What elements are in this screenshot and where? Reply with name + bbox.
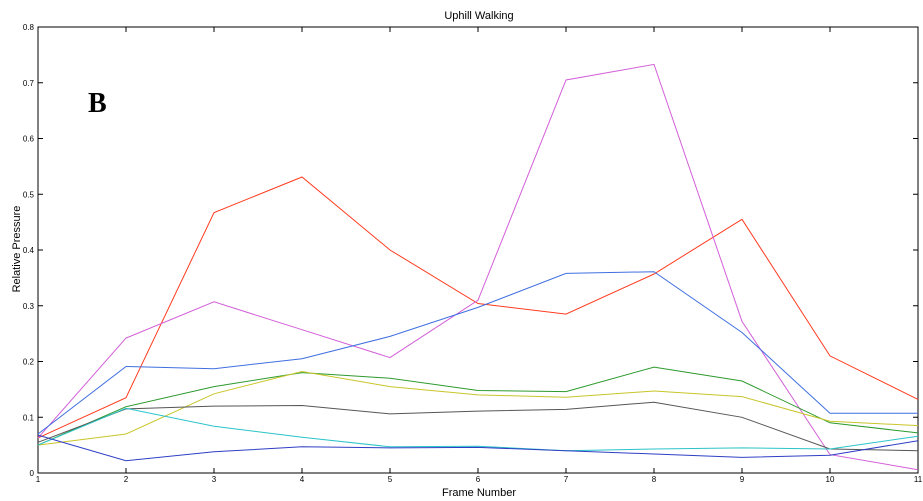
panel-label: B	[88, 88, 107, 119]
x-tick-label: 1	[36, 475, 41, 484]
plot-frame	[37, 26, 919, 474]
series-line-7	[37, 407, 919, 452]
series-line-6	[37, 401, 919, 452]
x-tick-label: 7	[564, 475, 569, 484]
y-tick-label: 0.7	[23, 79, 35, 88]
x-tick-label: 9	[740, 475, 745, 484]
x-tick-label: 8	[652, 475, 657, 484]
series-line-1	[37, 176, 919, 439]
y-tick-label: 0.6	[23, 135, 35, 144]
x-tick-label: 2	[124, 475, 129, 484]
series-line-4	[37, 366, 919, 446]
plot-area: 1 2 3 4 5 6 7 8 9 10 11 0 0.1 0.2 0.3 0.4 0.5 0.6 0.7 0.8	[23, 23, 923, 484]
x-tick-label: 6	[476, 475, 481, 484]
x-tick-label: 4	[300, 475, 305, 484]
x-tick-label: 3	[212, 475, 217, 484]
y-tick-label: 0.2	[23, 358, 35, 367]
chart-title: Uphill Walking	[444, 10, 513, 22]
x-tick-label: 11	[914, 475, 923, 484]
x-tick-label: 5	[388, 475, 393, 484]
series-line-8	[37, 434, 919, 462]
series-line-2	[37, 63, 919, 471]
y-axis-label: Relative Pressure	[11, 206, 23, 293]
y-tick-label: 0.4	[23, 246, 35, 255]
y-tick-label: 0.1	[23, 413, 35, 422]
y-tick-label: 0.8	[23, 23, 35, 32]
y-tick-label: 0.5	[23, 190, 35, 199]
x-tick-label: 10	[826, 475, 835, 484]
series-line-5	[37, 370, 919, 446]
x-axis-label: Frame Number	[442, 487, 516, 499]
series-line-3	[37, 271, 918, 435]
y-tick-label: 0.3	[23, 302, 35, 311]
y-tick-label: 0	[30, 469, 35, 478]
